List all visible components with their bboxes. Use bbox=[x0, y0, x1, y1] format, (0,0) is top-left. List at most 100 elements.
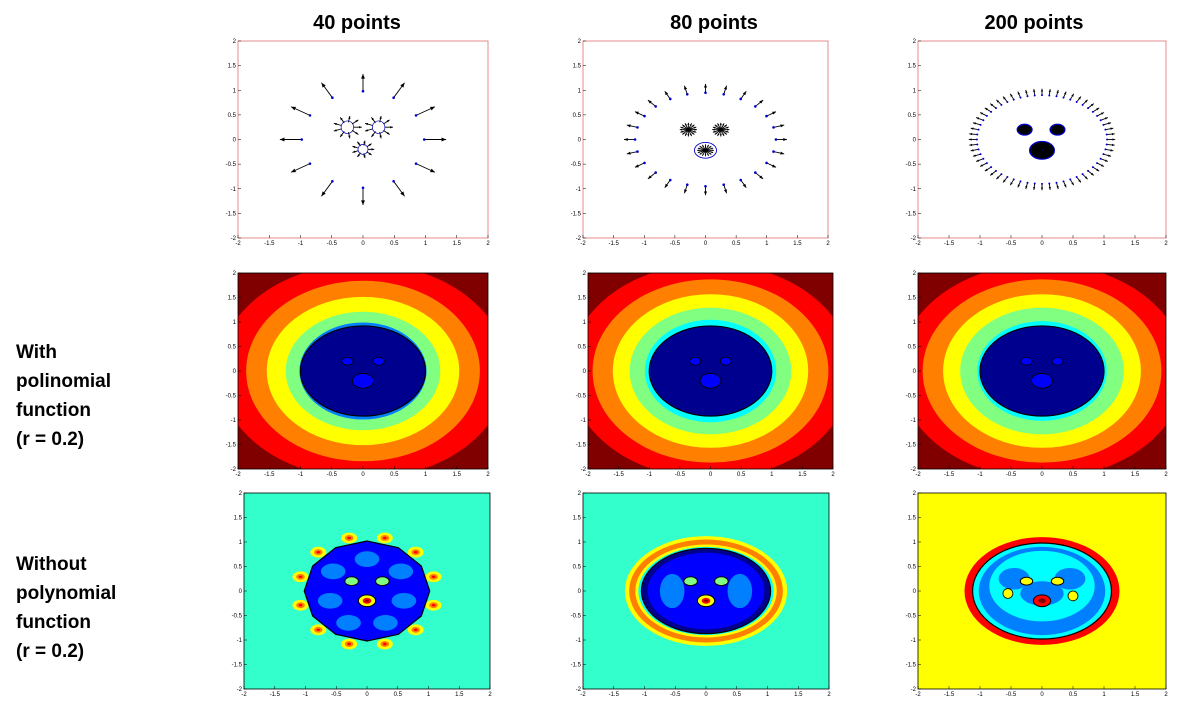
x-tick-label: -2 bbox=[235, 241, 241, 247]
sample-point bbox=[636, 150, 639, 153]
arrow-head bbox=[759, 175, 764, 179]
y-tick-label: 1 bbox=[233, 88, 237, 94]
arrow-head bbox=[371, 117, 375, 121]
y-tick-label: 1.5 bbox=[908, 64, 917, 70]
arrow-head bbox=[692, 132, 695, 135]
mouth bbox=[351, 373, 375, 389]
face-region bbox=[648, 325, 773, 417]
arrow-head bbox=[1063, 91, 1067, 95]
arrow-head bbox=[972, 154, 976, 157]
sample-point bbox=[1099, 119, 1102, 122]
plot-area bbox=[918, 273, 1166, 469]
sample-point bbox=[1042, 149, 1045, 152]
arrow-head bbox=[687, 122, 690, 126]
y-tick-label: 2 bbox=[913, 491, 917, 497]
x-tick-label: 0.5 bbox=[737, 472, 746, 478]
contour-band bbox=[347, 642, 352, 646]
arrow-head bbox=[693, 130, 697, 133]
sample-point bbox=[331, 96, 334, 100]
contour-band bbox=[431, 575, 436, 579]
x-tick-label: 1 bbox=[424, 472, 428, 478]
arrow-head bbox=[990, 172, 994, 176]
x-tick-label: 2 bbox=[826, 241, 830, 247]
arrow-head bbox=[699, 146, 702, 148]
y-tick-label: -2 bbox=[231, 236, 237, 242]
y-tick-label: -1.5 bbox=[232, 663, 243, 669]
contour-nopoly-plot-80: -2 -1.5 -1 -0.5 0 0.5 1 1.5 2 2 1.5 1 0.5 0 -0.5 -1 -1.5… bbox=[571, 491, 832, 698]
y-tick-label: 1 bbox=[578, 540, 582, 546]
y-tick-label: -1 bbox=[237, 638, 243, 644]
sample-point bbox=[668, 178, 672, 182]
arrow-head bbox=[1003, 179, 1006, 183]
arrow-head bbox=[714, 124, 718, 127]
arrow-head bbox=[684, 189, 688, 194]
sample-point bbox=[982, 119, 985, 122]
contour-band bbox=[382, 642, 387, 646]
sample-point bbox=[308, 162, 312, 165]
arrow-head bbox=[712, 130, 716, 133]
arrow-head bbox=[968, 138, 972, 141]
sample-point bbox=[1062, 96, 1065, 99]
sample-point bbox=[1069, 178, 1072, 181]
eye-left bbox=[344, 576, 359, 587]
arrow-head bbox=[1017, 91, 1021, 95]
y-tick-label: 0.5 bbox=[908, 113, 917, 119]
x-tick-label: 0.5 bbox=[732, 241, 741, 247]
sample-point bbox=[1091, 166, 1094, 169]
arrow-head bbox=[1084, 176, 1088, 180]
y-tick-label: 1 bbox=[913, 540, 917, 546]
arrow-head bbox=[984, 107, 988, 111]
x-tick-label: -2 bbox=[915, 692, 921, 698]
x-tick-label: 1.5 bbox=[453, 472, 462, 478]
y-tick-label: 1.5 bbox=[908, 516, 917, 522]
y-tick-label: 1.5 bbox=[228, 64, 237, 70]
arrow-head bbox=[647, 175, 652, 179]
x-tick-label: 0 bbox=[361, 241, 365, 247]
sample-point bbox=[994, 107, 997, 110]
arrow-head bbox=[726, 126, 729, 129]
y-tick-label: 0.5 bbox=[578, 345, 587, 351]
x-tick-label: 1 bbox=[1102, 472, 1106, 478]
y-tick-label: 1.5 bbox=[228, 296, 237, 302]
arrow-head bbox=[996, 176, 1000, 180]
arrow-head bbox=[390, 126, 393, 129]
sample-point bbox=[774, 138, 778, 141]
contour-band bbox=[382, 536, 387, 540]
y-tick-label: 0 bbox=[233, 369, 237, 375]
y-tick-label: -2 bbox=[231, 467, 237, 473]
y-tick-label: -1 bbox=[911, 418, 917, 424]
y-tick-label: -0.5 bbox=[906, 394, 917, 400]
arrow-head bbox=[712, 126, 716, 129]
contour-band bbox=[1038, 598, 1046, 604]
arrow-head bbox=[1033, 187, 1036, 190]
arrow-head bbox=[1078, 96, 1081, 100]
y-tick-label: 2 bbox=[233, 271, 237, 277]
feature-ring bbox=[340, 120, 354, 134]
plot-area bbox=[244, 493, 490, 689]
sample-point bbox=[331, 179, 334, 183]
sample-point bbox=[1026, 95, 1029, 98]
column-title-40: 40 points bbox=[313, 12, 401, 34]
sample-point bbox=[1069, 98, 1072, 101]
sample-point bbox=[1055, 95, 1058, 98]
eye-left bbox=[341, 356, 354, 366]
arrow-head bbox=[400, 82, 405, 88]
x-tick-label: -2 bbox=[915, 472, 921, 478]
x-tick-label: 1 bbox=[765, 241, 769, 247]
contour-band bbox=[413, 628, 418, 632]
sample-point bbox=[722, 93, 726, 96]
sample-point bbox=[633, 138, 637, 141]
contour-nopoly-plot-40: -2 -1.5 -1 -0.5 0 0.5 1 1.5 2 2 1.5 1 0.5 0 -0.5 -1 -1.5… bbox=[232, 491, 493, 698]
sample-point bbox=[975, 138, 978, 141]
arrow-head bbox=[1040, 88, 1044, 92]
x-tick-label: -2 bbox=[580, 692, 586, 698]
row-label-line: Without bbox=[16, 554, 87, 575]
row-label-line: (r = 0.2) bbox=[16, 641, 85, 662]
sample-point bbox=[1041, 94, 1043, 97]
face-region bbox=[299, 325, 427, 417]
sample-point bbox=[392, 179, 395, 183]
arrow-head bbox=[692, 124, 695, 127]
arrow-head bbox=[684, 85, 688, 90]
sample-point bbox=[977, 128, 980, 131]
arrow-head bbox=[980, 112, 984, 115]
